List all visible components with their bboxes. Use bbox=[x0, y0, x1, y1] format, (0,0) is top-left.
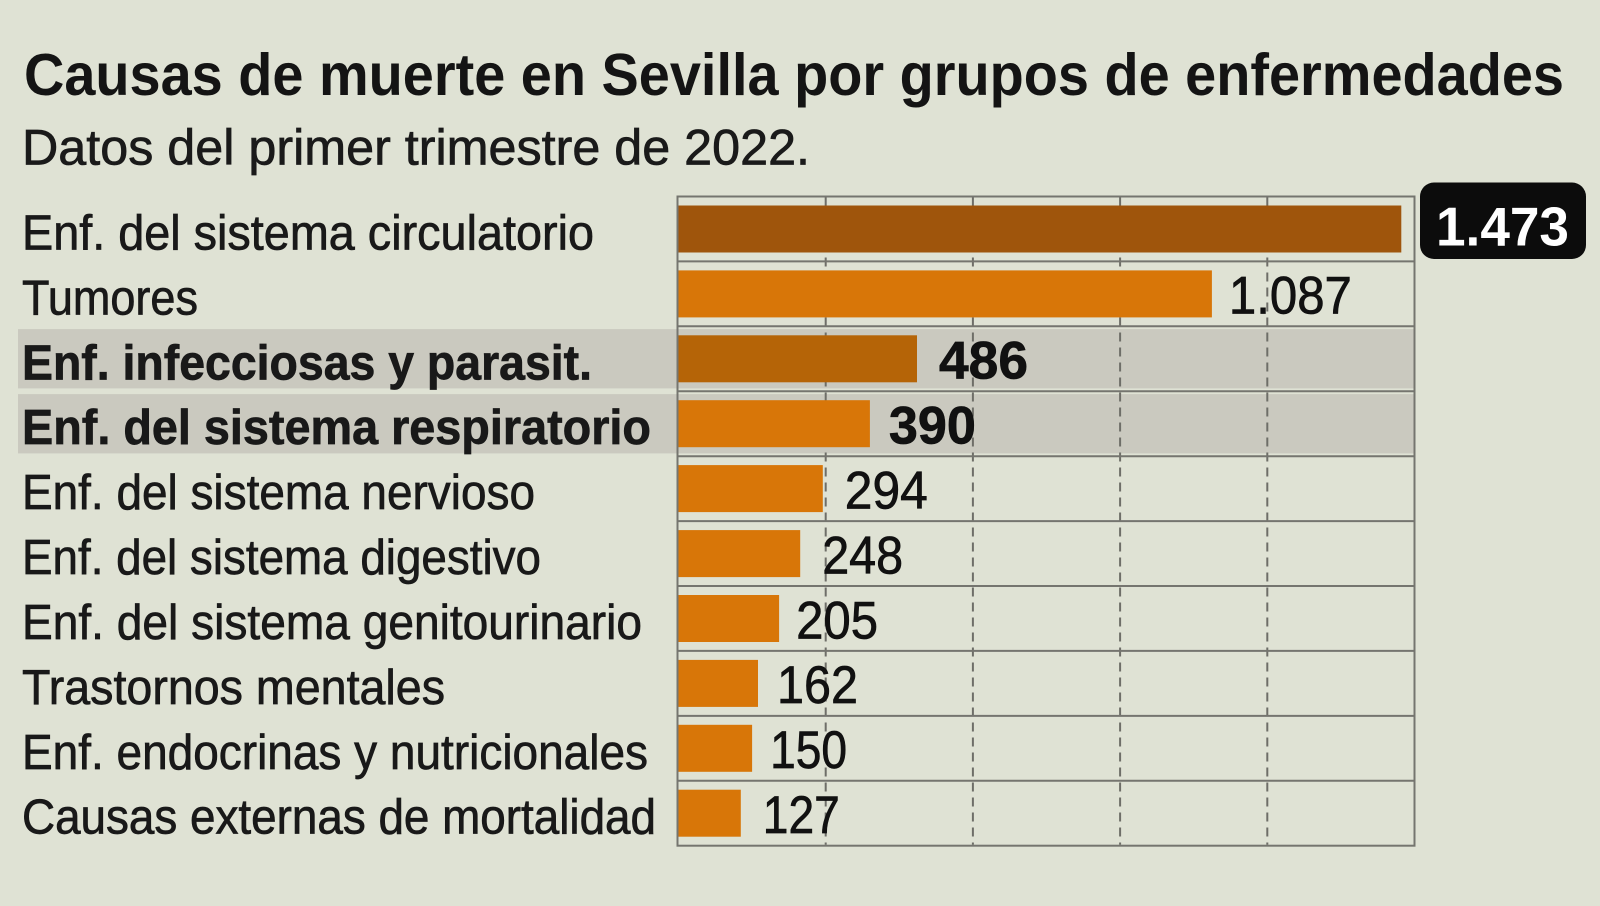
svg-text:Enf. endocrinas y nutricionale: Enf. endocrinas y nutricionales bbox=[22, 726, 648, 780]
svg-text:Causas externas de mortalidad: Causas externas de mortalidad bbox=[22, 791, 656, 845]
svg-text:1.087: 1.087 bbox=[1229, 267, 1352, 326]
svg-text:127: 127 bbox=[763, 786, 840, 845]
svg-text:486: 486 bbox=[939, 332, 1028, 391]
svg-text:Enf. infecciosas y parasit.: Enf. infecciosas y parasit. bbox=[22, 336, 592, 390]
svg-text:390: 390 bbox=[889, 397, 976, 456]
svg-text:294: 294 bbox=[845, 461, 928, 520]
svg-text:Datos del primer trimestre de: Datos del primer trimestre de 2022. bbox=[22, 120, 810, 176]
svg-text:Causas de muerte en Sevilla po: Causas de muerte en Sevilla por grupos d… bbox=[24, 42, 1564, 108]
svg-text:162: 162 bbox=[777, 656, 858, 715]
svg-text:205: 205 bbox=[796, 591, 878, 650]
svg-text:150: 150 bbox=[770, 721, 847, 780]
svg-text:Enf. del sistema nervioso: Enf. del sistema nervioso bbox=[22, 466, 535, 520]
svg-text:Enf. del sistema genitourinari: Enf. del sistema genitourinario bbox=[22, 596, 642, 650]
svg-text:Enf. del sistema circulatorio: Enf. del sistema circulatorio bbox=[22, 207, 594, 261]
svg-text:1.473: 1.473 bbox=[1436, 196, 1569, 258]
svg-text:248: 248 bbox=[822, 526, 903, 585]
svg-text:Trastornos mentales: Trastornos mentales bbox=[22, 661, 445, 715]
svg-text:Enf. del sistema respiratorio: Enf. del sistema respiratorio bbox=[22, 401, 651, 455]
svg-text:Tumores: Tumores bbox=[22, 271, 198, 325]
svg-text:Enf. del sistema digestivo: Enf. del sistema digestivo bbox=[22, 531, 541, 585]
